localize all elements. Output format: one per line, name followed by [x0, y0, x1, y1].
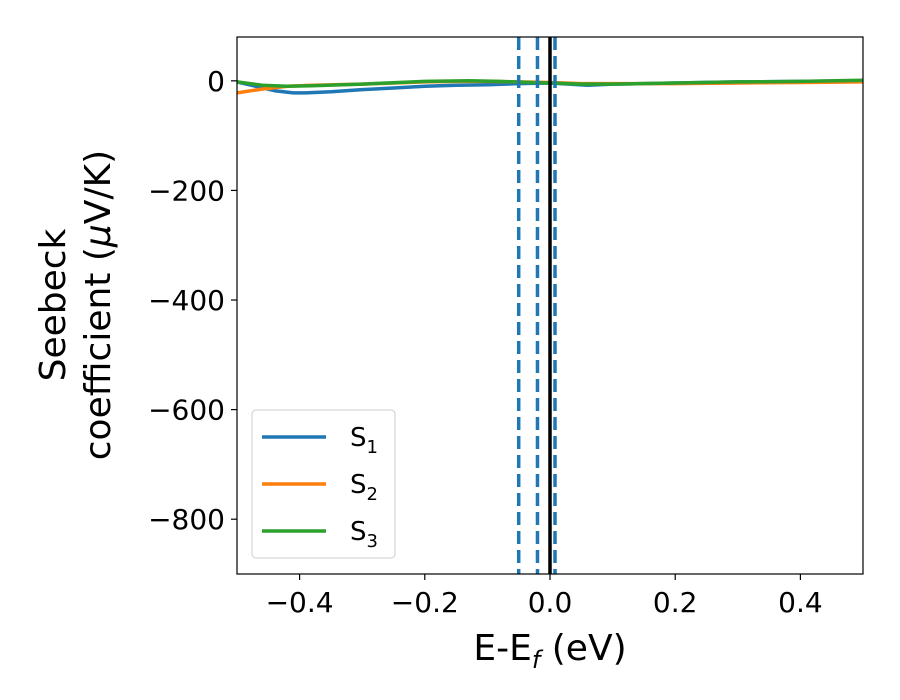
- y-tick-label: −200: [148, 174, 225, 207]
- x-axis-ticks: −0.4 −0.2 0.0 0.2 0.4: [266, 574, 823, 619]
- x-tick-label: 0.4: [778, 586, 823, 619]
- x-tick-label: −0.4: [266, 586, 334, 619]
- y-axis-label-line2: coefficient (μV/K): [78, 150, 119, 460]
- legend-label-2: S2: [350, 470, 378, 505]
- y-axis-ticks: 0 −200 −400 −600 −800: [148, 65, 237, 536]
- y-axis-label-text: coefficient (: [78, 247, 119, 460]
- y-tick-label: 0: [207, 65, 225, 98]
- x-axis-label-unit: (eV): [540, 628, 626, 669]
- x-axis-label-main: E-E: [473, 628, 531, 669]
- vertical-lines: [516, 37, 557, 574]
- legend-label-1: S1: [350, 423, 378, 458]
- x-tick-label: 0.2: [653, 586, 698, 619]
- x-tick-label: −0.2: [391, 586, 459, 619]
- x-axis-label: E-Ef (eV): [473, 628, 626, 674]
- y-tick-label: −400: [148, 284, 225, 317]
- y-axis-label-unit: V/K): [78, 150, 119, 224]
- y-axis-label: Seebeck coefficient (μV/K): [33, 150, 119, 460]
- x-tick-label: 0.0: [528, 586, 573, 619]
- y-axis-label-mu: μ: [78, 224, 119, 248]
- y-tick-label: −800: [148, 503, 225, 536]
- series-line-3: [237, 78, 863, 89]
- legend-label-3: S3: [350, 517, 378, 552]
- y-tick-label: −600: [148, 394, 225, 427]
- y-axis-label-line1: Seebeck: [33, 228, 74, 381]
- series-layer: [237, 78, 863, 95]
- legend: S1 S2 S3: [251, 409, 396, 559]
